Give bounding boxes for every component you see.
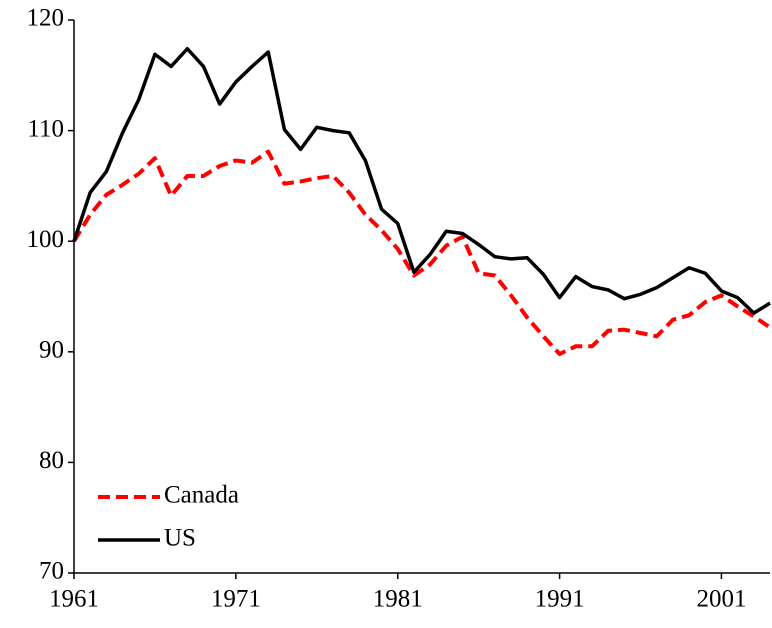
x-tick-label: 1981 xyxy=(373,586,423,613)
y-tick-label: 110 xyxy=(27,115,64,142)
y-tick-label: 100 xyxy=(27,226,65,253)
legend-label: US xyxy=(164,525,196,552)
y-tick-label: 120 xyxy=(27,5,65,32)
y-tick-label: 70 xyxy=(39,558,64,585)
line-series xyxy=(72,149,772,357)
x-tick-label: 2001 xyxy=(696,586,746,613)
legend-label: Canada xyxy=(164,482,239,509)
x-tick-label: 1971 xyxy=(211,586,261,613)
line-series xyxy=(72,47,771,315)
x-tick-label: 1991 xyxy=(535,586,585,613)
x-tick-label: 1961 xyxy=(49,586,99,613)
y-tick-label: 80 xyxy=(39,447,64,474)
y-tick-label: 90 xyxy=(39,337,64,364)
